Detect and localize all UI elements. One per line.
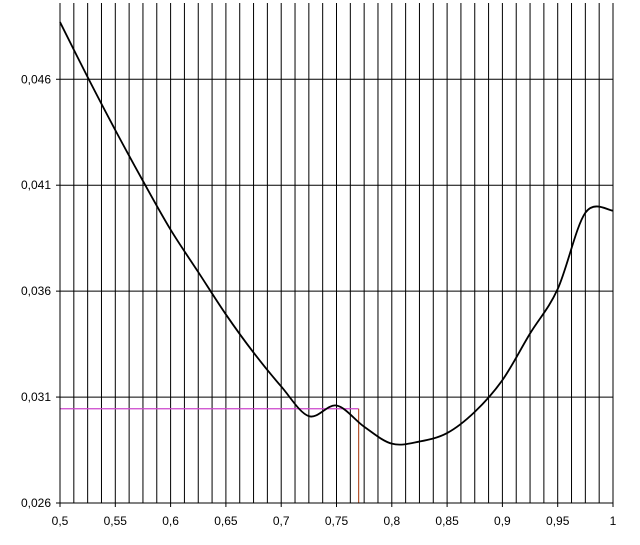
y-tick-label: 0,041 bbox=[21, 178, 51, 192]
x-tick-label: 0,8 bbox=[383, 514, 400, 528]
y-tick-label: 0,046 bbox=[21, 72, 51, 86]
annotation-lines bbox=[60, 408, 360, 503]
x-tick-label: 0,7 bbox=[273, 514, 290, 528]
x-tick-label: 0,55 bbox=[104, 514, 128, 528]
y-tick-label: 0,036 bbox=[21, 284, 51, 298]
x-tick-label: 0,85 bbox=[435, 514, 459, 528]
minor-gridlines bbox=[59, 3, 614, 503]
y-axis-tick-labels: 0,026 0,031 0,036 0,041 0,046 bbox=[21, 72, 60, 510]
x-tick-label: 0,75 bbox=[325, 514, 349, 528]
x-tick-label: 0,95 bbox=[546, 514, 570, 528]
x-tick-label: 0,6 bbox=[162, 514, 179, 528]
y-tick-label: 0,026 bbox=[21, 496, 51, 510]
x-axis-tick-labels: 0,5 0,55 0,6 0,65 0,7 0,75 0,8 0,85 0,9 0,95 1 bbox=[52, 503, 617, 528]
series-line bbox=[59, 21, 614, 446]
x-tick-label: 0,5 bbox=[52, 514, 69, 528]
x-tick-label: 0,9 bbox=[494, 514, 511, 528]
y-tick-label: 0,031 bbox=[21, 390, 51, 404]
x-tick-label: 1 bbox=[610, 514, 617, 528]
series-lines bbox=[59, 21, 614, 446]
x-tick-label: 0,65 bbox=[214, 514, 238, 528]
